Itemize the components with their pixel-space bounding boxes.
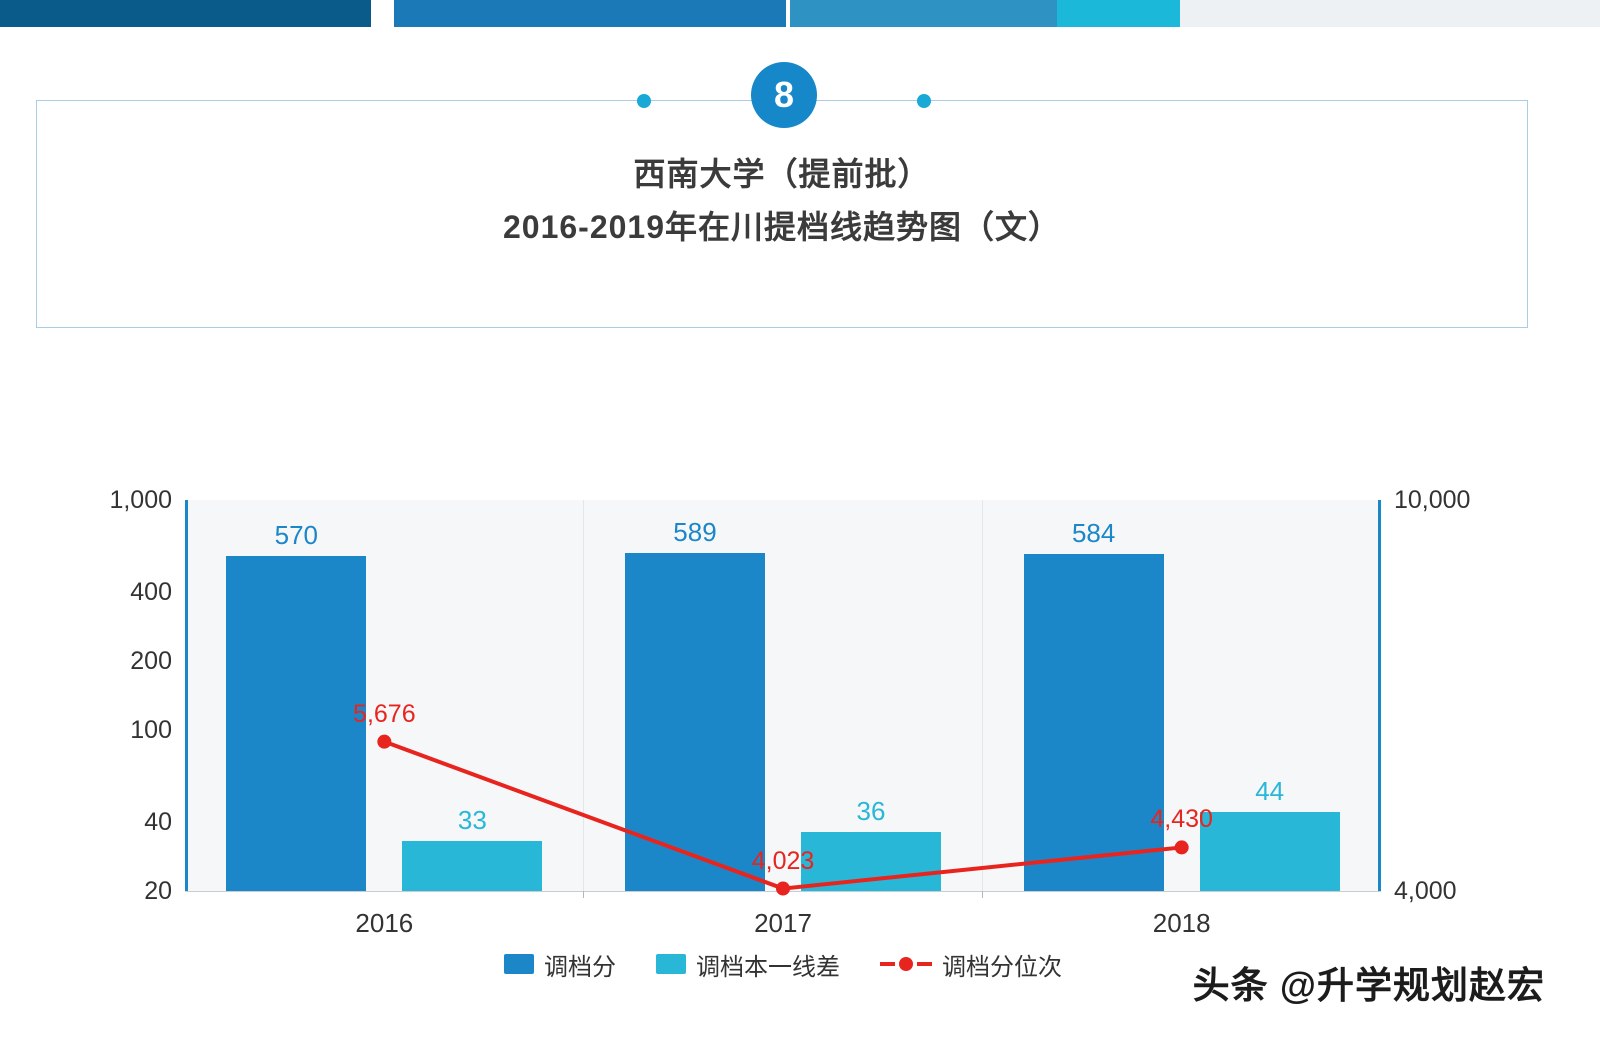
legend-swatch-primary-bar [504,954,534,974]
bar-value-label: 36 [856,796,886,827]
chart-legend: 调档分 调档本一线差 调档分位次 [185,946,1381,982]
bar-value-label: 44 [1255,776,1285,807]
y-axis-label-left: 200 [130,646,172,675]
bar-value-label: 589 [673,516,717,547]
y-axis-label-left: 20 [144,877,172,905]
decorative-dot-left [637,94,651,108]
y-axis-label-left: 400 [130,577,172,606]
watermark-text: 头条 @升学规划赵宏 [1192,965,1545,1006]
x-axis-tick [583,891,585,898]
right-axis-line [1378,500,1381,891]
top-bar-segment-medium-blue [790,0,1057,27]
legend-line-icon [880,957,932,971]
bar-调档本一线差-2016 [402,840,543,891]
line-value-label: 4,023 [751,846,815,875]
y-axis-label-right: 4,000 [1394,877,1457,905]
legend-label-line: 调档分位次 [942,953,1062,981]
x-axis-label-2018: 2018 [1152,908,1211,938]
chart-title-line1: 西南大学（提前批） [633,156,931,192]
bar-调档分-2016 [226,556,367,891]
legend-line-dash-right [917,962,932,966]
x-axis-labels: 2016 2017 2018 [185,908,1381,944]
x-axis-label-2016: 2016 [355,908,414,938]
legend-label-secondary-bar: 调档本一线差 [696,953,840,981]
y-axis-label-left: 1,000 [109,486,172,514]
decorative-dot-right [917,94,931,108]
legend-line-dot [899,957,913,971]
y-axis-label-right: 10,000 [1394,486,1471,514]
x-axis-tick [981,891,983,898]
bar-调档本一线差-2018 [1199,812,1340,891]
legend-swatch-secondary-bar [656,954,686,974]
line-value-label: 5,676 [353,699,416,728]
bar-调档分-2018 [1023,553,1164,891]
plot-area: 570 589 584 33 36 44 5,676 4,023 4,430 [185,500,1381,898]
legend-label-primary-bar: 调档分 [544,953,616,981]
legend-item-bar-primary[interactable]: 调档分 [504,947,616,982]
bar-value-label: 584 [1071,517,1116,548]
x-axis-label-2017: 2017 [754,908,812,938]
line-value-label: 4,430 [1150,805,1213,834]
bar-value-label: 33 [457,804,487,835]
gridline [583,500,585,891]
top-bar-segment-blue [394,0,786,27]
bar-调档分-2017 [625,552,765,891]
left-axis-line [185,500,188,891]
legend-line-dash-left [880,962,895,966]
y-axis-label-left: 100 [130,716,172,745]
y-axis-label-left: 40 [144,807,172,836]
line-series-调档分位次 [377,734,1189,896]
chart-title-line2: 2016-2019年在川提档线趋势图（文） [502,209,1062,245]
legend-item-line[interactable]: 调档分位次 [880,947,1062,982]
title-card [36,100,1528,328]
chart-title: 西南大学（提前批） 2016-2019年在川提档线趋势图（文） [36,148,1528,254]
section-number-badge: 8 [751,62,817,128]
top-bar-segment-light-gray [1180,0,1600,27]
top-bar-segment-cyan [1057,0,1180,27]
legend-item-bar-secondary[interactable]: 调档本一线差 [656,947,840,982]
bar-value-label: 570 [274,520,319,551]
y-axis-left: 1,000 400 200 100 40 20 [60,486,172,905]
gridline [981,500,983,891]
y-axis-right: 10,000 4,000 [1394,486,1524,905]
top-bar-segment-dark-blue [0,0,371,27]
